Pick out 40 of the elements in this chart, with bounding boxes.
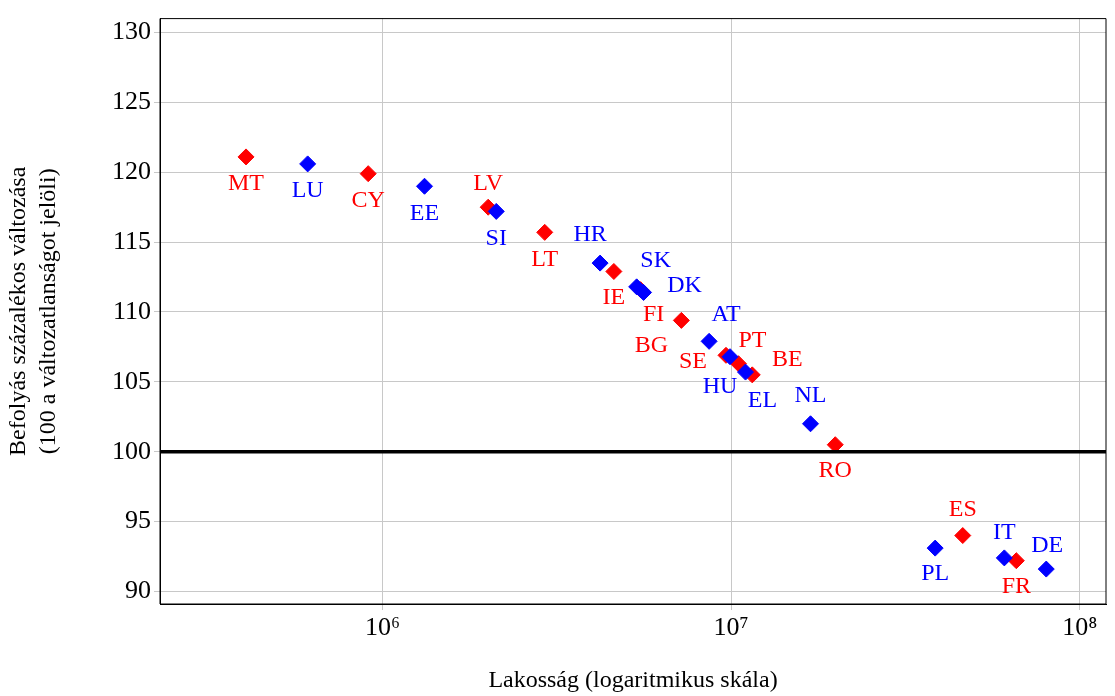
annotation: LV [473,168,504,195]
y-tick-label: 95 [125,505,151,535]
annotation: ES [948,494,977,521]
annotation: AT [711,299,742,326]
annotation: FR [1001,571,1031,598]
x-tick-label: 10⁸ [1062,612,1098,642]
annotation: LU [291,176,324,203]
annotation: PL [921,559,950,586]
annotation: HR [573,220,607,247]
y-tick-label: 90 [125,575,151,605]
annotation: PT [738,325,767,352]
annotation: EE [409,198,440,225]
y-tick-label: 130 [112,16,151,46]
annotation: HU [702,372,738,398]
y-tick-label: 110 [112,295,151,325]
annotation: IT [993,518,1016,545]
annotation: RO [818,456,852,483]
annotation: DK [667,270,703,297]
y-tick-label: 125 [112,86,151,116]
y-tick-label: 120 [112,156,151,186]
y-axis-title: Befolyás százalékos változása (100 a változatlanságot jelöli) [4,166,61,456]
y-tick-label: 100 [112,435,151,465]
annotation: SE [678,346,708,373]
annotation: BG [634,330,669,357]
annotation: FI [642,299,665,326]
annotation: LT [531,244,559,271]
y-tick-label: 115 [112,225,151,255]
annotation: CY [351,185,385,212]
x-axis-title: Lakosság (logaritmikus skála) [488,666,778,693]
annotation: EL [747,386,778,413]
annotation: MT [228,169,265,196]
x-tick-label: 10⁷ [713,612,749,642]
annotation: IE [602,282,626,309]
annotation: NL [794,381,827,408]
annotation: SI [485,223,507,250]
y-tick-label: 105 [112,365,151,395]
x-tick-label: 10⁶ [364,612,401,642]
annotation: BE [771,345,803,372]
annotation: DE [1031,531,1064,558]
annotation: SK [640,246,672,273]
